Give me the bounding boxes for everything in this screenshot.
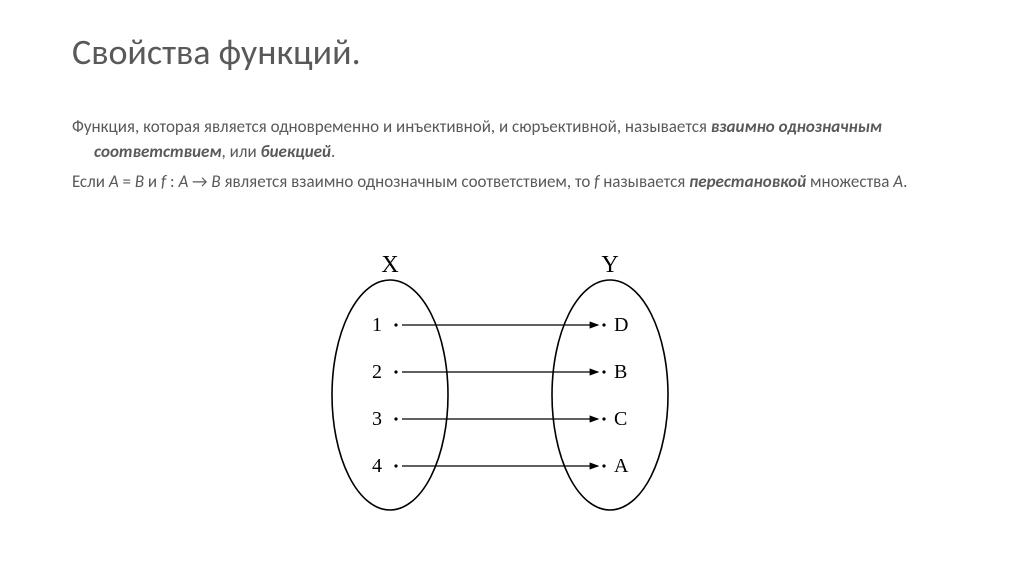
diagram-svg: X Y 1 2 3 4 D B C A (300, 245, 700, 525)
left-point-label: 3 (372, 408, 382, 430)
set-x-ellipse (332, 280, 448, 510)
p2-var: А (109, 171, 119, 192)
p1-text: . (331, 141, 335, 162)
p2-text: множества (806, 171, 893, 192)
p2-var: В (211, 171, 220, 192)
left-point-label: 1 (372, 314, 382, 336)
body-text: Функция, которая является одновременно и… (72, 115, 952, 201)
right-point-label: A (614, 455, 629, 477)
right-point-label: D (614, 314, 628, 336)
p2-term-1: перестановкой (689, 171, 806, 192)
paragraph-2: Если А = В и f : А → В является взаимно … (72, 170, 952, 195)
p2-text: = (119, 171, 135, 192)
p2-text: и (144, 171, 161, 192)
paragraph-1: Функция, которая является одновременно и… (72, 115, 952, 164)
slide: Свойства функций. Функция, которая являе… (0, 0, 1024, 574)
p2-text: является взаимно однозначным соответстви… (221, 171, 595, 192)
set-x-label: X (381, 252, 398, 278)
right-point-dot (602, 417, 605, 420)
right-point-dot (602, 370, 605, 373)
p2-text: Если (72, 171, 109, 192)
right-point-dot (602, 323, 605, 326)
left-point-dot (394, 323, 397, 326)
set-y-label: Y (601, 252, 618, 278)
p2-text: . (903, 171, 907, 192)
p1-text: , или (222, 141, 261, 162)
p2-var: А (893, 171, 903, 192)
p2-text: : (166, 171, 178, 192)
right-point-label: C (614, 408, 627, 430)
p2-text: → (188, 171, 211, 192)
left-point-dot (394, 370, 397, 373)
left-point-label: 4 (372, 455, 382, 477)
p2-text: называется (599, 171, 689, 192)
set-y-ellipse (552, 280, 668, 510)
p2-var: А (178, 171, 188, 192)
bijection-diagram: X Y 1 2 3 4 D B C A (300, 245, 700, 530)
left-point-dot (394, 464, 397, 467)
right-point-dot (602, 464, 605, 467)
right-point-label: B (614, 361, 627, 383)
page-title: Свойства функций. (72, 30, 361, 74)
left-point-label: 2 (372, 361, 382, 383)
left-point-dot (394, 417, 397, 420)
p1-term-2: биекцией (261, 141, 331, 162)
p2-var: В (135, 171, 144, 192)
p1-text: Функция, которая является одновременно и… (72, 116, 711, 137)
